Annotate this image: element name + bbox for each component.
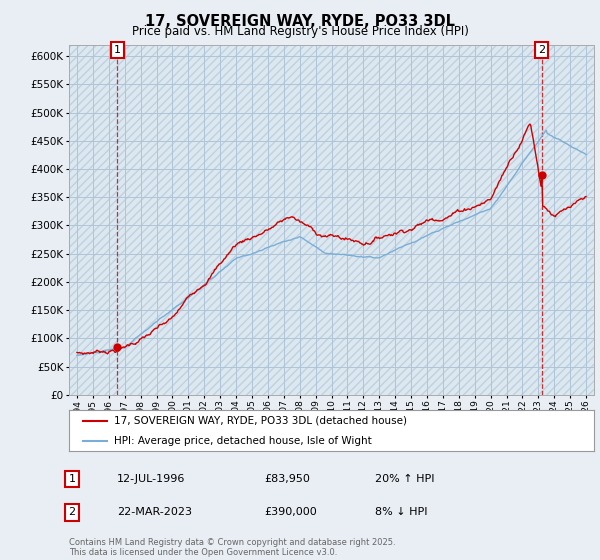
Text: Contains HM Land Registry data © Crown copyright and database right 2025.
This d: Contains HM Land Registry data © Crown c… — [69, 538, 395, 557]
Text: 1: 1 — [114, 45, 121, 55]
Text: 17, SOVEREIGN WAY, RYDE, PO33 3DL: 17, SOVEREIGN WAY, RYDE, PO33 3DL — [145, 14, 455, 29]
Text: HPI: Average price, detached house, Isle of Wight: HPI: Average price, detached house, Isle… — [113, 436, 371, 446]
Text: 17, SOVEREIGN WAY, RYDE, PO33 3DL (detached house): 17, SOVEREIGN WAY, RYDE, PO33 3DL (detac… — [113, 416, 407, 426]
Text: 12-JUL-1996: 12-JUL-1996 — [117, 474, 185, 484]
Text: 22-MAR-2023: 22-MAR-2023 — [117, 507, 192, 517]
Text: £390,000: £390,000 — [264, 507, 317, 517]
Text: Price paid vs. HM Land Registry's House Price Index (HPI): Price paid vs. HM Land Registry's House … — [131, 25, 469, 38]
Text: 1: 1 — [68, 474, 76, 484]
Text: 20% ↑ HPI: 20% ↑ HPI — [375, 474, 434, 484]
Text: 2: 2 — [538, 45, 545, 55]
Text: 8% ↓ HPI: 8% ↓ HPI — [375, 507, 427, 517]
Text: £83,950: £83,950 — [264, 474, 310, 484]
Text: 2: 2 — [68, 507, 76, 517]
